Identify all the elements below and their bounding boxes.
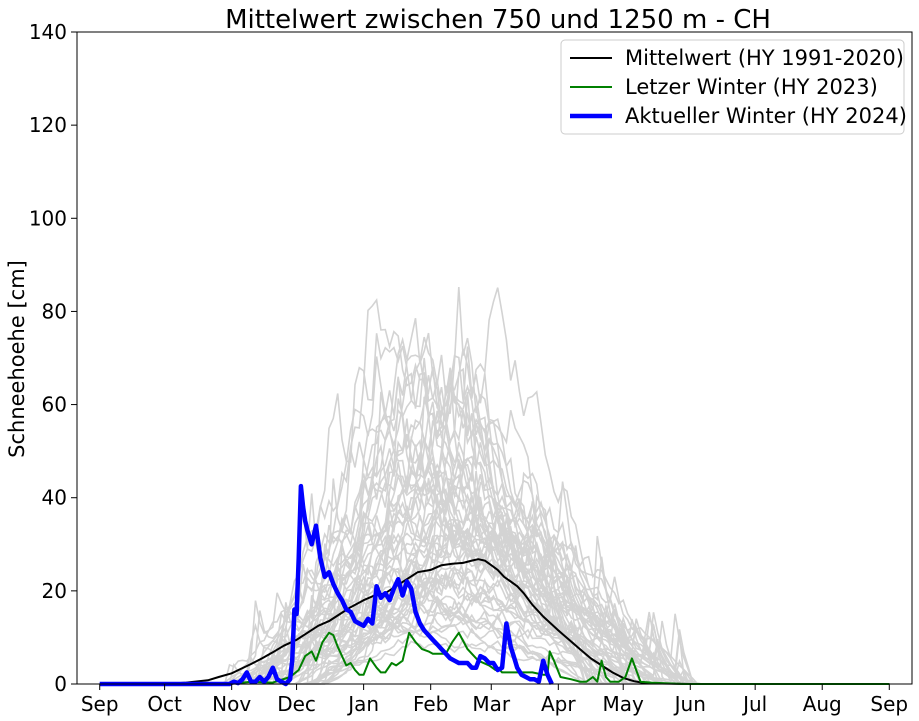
y-tick-label: 0: [54, 672, 67, 696]
y-tick-label: 40: [42, 486, 67, 510]
series-line-2: [99, 483, 554, 687]
series-line-1: [99, 631, 890, 685]
plot-frame: [76, 31, 913, 685]
x-tick-label: Sep: [81, 692, 119, 716]
legend-entry: Aktueller Winter (HY 2024): [625, 104, 907, 128]
x-tick-label: Apr: [541, 692, 576, 716]
x-tick-label: Dec: [277, 692, 316, 716]
historical-winter-line: [99, 519, 888, 685]
y-tick-label: 100: [29, 206, 67, 230]
x-tick-label: Feb: [413, 692, 448, 716]
y-tick-label: 20: [42, 579, 67, 603]
historical-winters-layer: [99, 286, 888, 685]
y-tick-label: 60: [42, 393, 67, 417]
x-axis: Sep Oct Nov Dec Jan Feb Mar Apr May Jun Jul Aug Sep: [81, 684, 908, 716]
y-axis-label: Schneehoehe [cm]: [5, 260, 29, 458]
x-tick-label: May: [603, 692, 645, 716]
series-layer: [99, 483, 890, 687]
y-tick-label: 140: [29, 20, 67, 44]
x-tick-label: Jun: [673, 692, 706, 716]
y-tick-label: 80: [42, 299, 67, 323]
legend-entry: Mittelwert (HY 1991-2020): [625, 46, 904, 70]
historical-winter-line: [99, 622, 888, 685]
historical-winter-line: [99, 528, 888, 685]
x-tick-label: Mar: [472, 692, 511, 716]
x-tick-label: Jan: [346, 692, 379, 716]
x-tick-label: Sep: [870, 692, 908, 716]
legend-box: [560, 39, 905, 135]
chart-title: Mittelwert zwischen 750 und 1250 m - CH: [225, 5, 771, 35]
legend-entry: Letzer Winter (HY 2023): [625, 75, 878, 99]
historical-winter-line: [99, 597, 888, 685]
x-tick-label: Oct: [147, 692, 182, 716]
y-axis: 0 20 40 60 80 100 120 140: [29, 20, 77, 696]
series-line-0: [99, 558, 890, 685]
historical-winter-line: [99, 600, 888, 685]
x-tick-label: Jul: [741, 692, 767, 716]
legend: Mittelwert (HY 1991-2020) Letzer Winter (…: [560, 39, 907, 135]
x-tick-label: Aug: [803, 692, 842, 716]
x-tick-label: Nov: [212, 692, 251, 716]
y-tick-label: 120: [29, 113, 67, 137]
